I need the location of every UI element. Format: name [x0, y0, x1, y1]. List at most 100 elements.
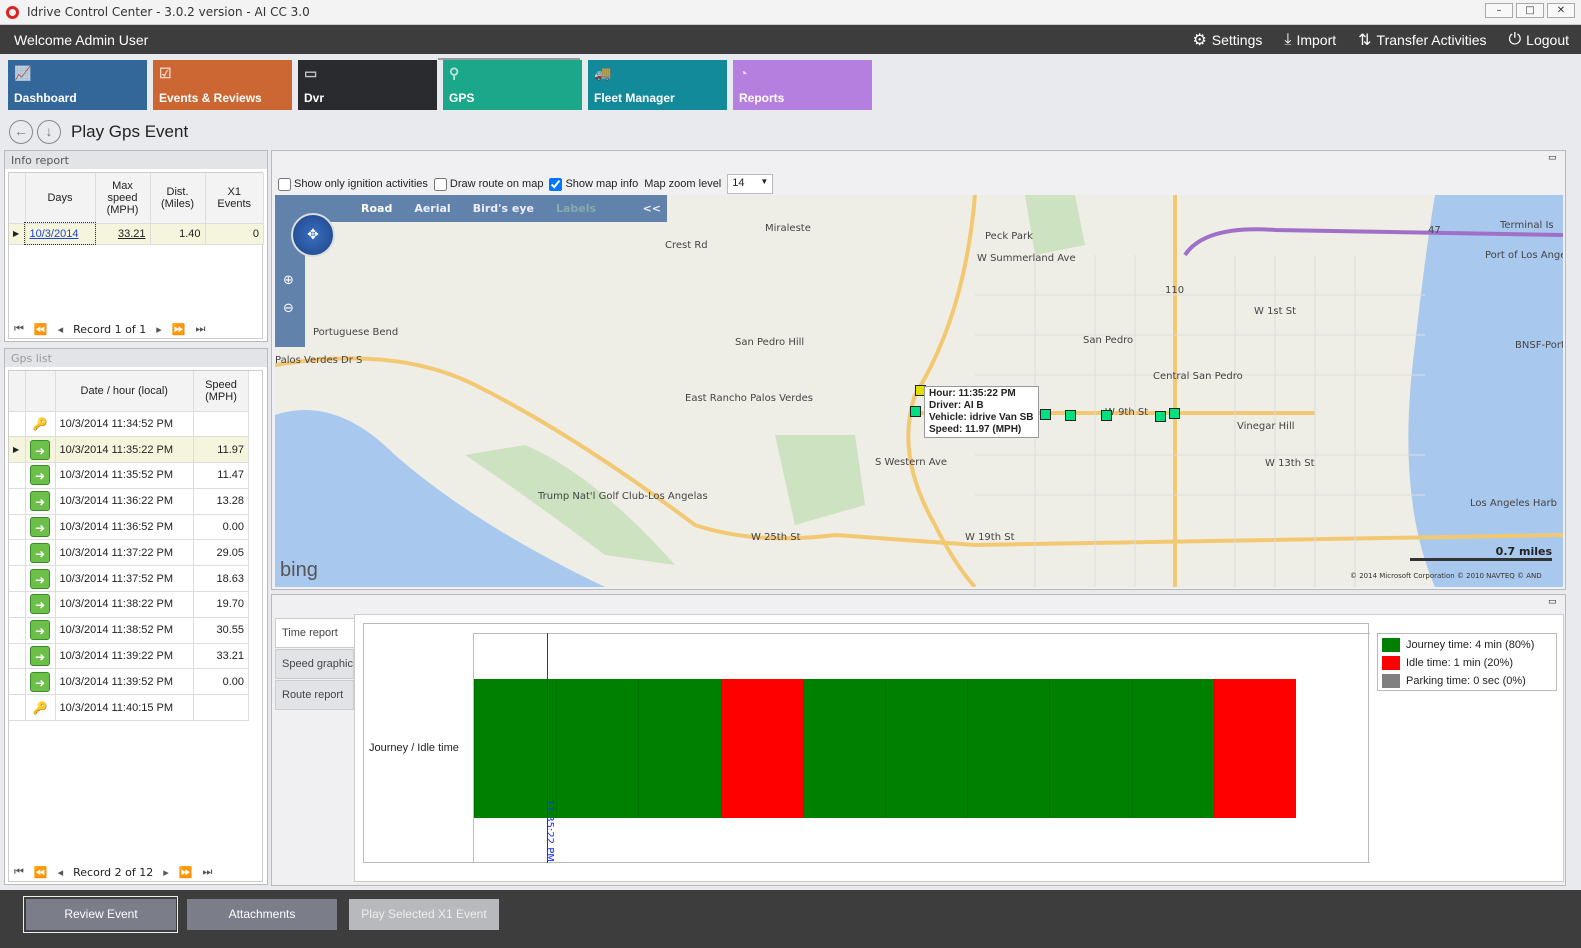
next-page-icon[interactable]: ⏩ — [178, 865, 193, 879]
next-icon[interactable]: ▸ — [156, 322, 162, 336]
table-row[interactable]: ➜ 10/3/2014 11:38:52 PM 30.55 — [9, 617, 249, 644]
gps-point-marker[interactable] — [1040, 409, 1051, 420]
col-days[interactable]: Days — [25, 173, 96, 224]
timeline-segment-journey[interactable] — [1131, 679, 1215, 818]
back-icon[interactable]: ← — [9, 120, 33, 144]
palos-verdes-road — [275, 356, 1563, 548]
gps-point-marker[interactable] — [1169, 408, 1180, 419]
tile-fleet-manager[interactable]: 🚚 Fleet Manager — [588, 60, 727, 110]
time-marker-line[interactable] — [547, 633, 548, 863]
timeline-segment-journey[interactable] — [967, 679, 1050, 818]
gps-point-icon: ➜ — [30, 542, 50, 563]
tile-dvr[interactable]: ▭ Dvr — [298, 60, 437, 110]
menu-label: Import — [1296, 31, 1337, 48]
tab-time-report[interactable]: Time report — [275, 618, 354, 648]
settings-menu[interactable]: ⚙ Settings — [1192, 30, 1262, 50]
col-max-speed[interactable]: Max speed (MPH) — [95, 173, 151, 224]
col-date-hour[interactable]: Date / hour (local) — [55, 371, 194, 412]
tile-icon: ◔ — [739, 65, 748, 81]
timeline-segment-journey[interactable] — [474, 679, 557, 818]
gps-point-marker[interactable] — [1101, 410, 1112, 421]
map-view[interactable]: Road Aerial Bird's eye Labels << ✥ ⊕ ⊖ Miral… — [275, 195, 1563, 587]
import-menu[interactable]: ⤓ Import — [1284, 31, 1336, 49]
pan-control-icon[interactable]: ✥ — [291, 213, 335, 257]
prev-icon[interactable]: ◂ — [57, 865, 64, 879]
legend-swatch — [1382, 656, 1400, 670]
table-row[interactable]: ▶ ➜ 10/3/2014 11:35:22 PM 11.97 — [9, 436, 249, 464]
table-row[interactable]: ➜ 10/3/2014 11:39:22 PM 33.21 — [9, 643, 249, 670]
gps-point-icon: ➜ — [30, 465, 50, 486]
close-button[interactable]: ✕ — [1547, 3, 1575, 18]
timeline-segment-journey[interactable] — [885, 679, 968, 818]
col-dist[interactable]: Dist. (Miles) — [150, 173, 206, 224]
timeline-segment-idle[interactable] — [720, 679, 804, 818]
table-row[interactable]: ➜ 10/3/2014 11:38:22 PM 19.70 — [9, 591, 249, 618]
tile-label: Fleet Manager — [594, 91, 675, 105]
col-x1-events[interactable]: X1 Events — [205, 173, 264, 224]
first-icon[interactable]: ⏮ — [14, 865, 24, 878]
next-icon[interactable]: ▸ — [163, 865, 169, 879]
zoom-out-icon[interactable]: ⊖ — [283, 301, 294, 316]
first-icon[interactable]: ⏮ — [14, 322, 24, 335]
prev-icon[interactable]: ◂ — [57, 322, 64, 336]
table-row[interactable]: 🔑 10/3/2014 11:34:52 PM — [9, 411, 249, 438]
timeline-segment-journey[interactable] — [556, 679, 639, 818]
collapse-toolbar-button[interactable]: << — [642, 202, 661, 215]
logout-menu[interactable]: ⏻ Logout — [1509, 31, 1569, 49]
map-mode-road[interactable]: Road — [361, 202, 393, 215]
map-mode-labels[interactable]: Labels — [556, 202, 597, 215]
col-speed[interactable]: Speed (MPH) — [193, 371, 249, 412]
tile-dashboard[interactable]: 📈 Dashboard — [8, 60, 147, 110]
timeline-segment-journey[interactable] — [802, 679, 886, 818]
map-label: 110 — [1165, 285, 1185, 296]
table-row[interactable]: ➜ 10/3/2014 11:35:52 PM 11.47 — [9, 462, 249, 489]
map-label: San Pedro — [1083, 335, 1134, 346]
next-page-icon[interactable]: ⏩ — [171, 322, 186, 336]
zoom-in-icon[interactable]: ⊕ — [283, 273, 294, 288]
tile-gps[interactable]: ⚲ GPS — [443, 60, 582, 110]
map-mode-aerial[interactable]: Aerial — [414, 202, 451, 215]
prev-page-icon[interactable]: ⏪ — [33, 322, 48, 336]
info-report-panel: Info report Days Max speed (MPH) Dist. (Mi… — [4, 150, 268, 342]
map-mode-birds-eye[interactable]: Bird's eye — [472, 202, 534, 215]
review-event-button[interactable]: Review Event — [26, 899, 176, 930]
table-row[interactable]: ➜ 10/3/2014 11:36:22 PM 13.28 — [9, 488, 249, 515]
down-icon[interactable]: ↓ — [37, 120, 61, 144]
table-row[interactable]: ➜ 10/3/2014 11:39:52 PM 0.00 — [9, 668, 249, 696]
time-cell: 10/3/2014 11:35:22 PM — [55, 436, 194, 464]
gps-point-marker[interactable] — [1065, 410, 1076, 421]
timeline-segment-idle[interactable] — [1213, 679, 1297, 818]
gps-point-icon: ➜ — [30, 646, 50, 667]
last-icon[interactable]: ⏭ — [202, 865, 213, 878]
ignition-only-checkbox[interactable] — [278, 177, 291, 191]
attachments-button[interactable]: Attachments — [187, 899, 337, 930]
max-speed-cell[interactable]: 33.21 — [95, 223, 151, 245]
tab-route-report[interactable]: Route report — [275, 680, 354, 710]
table-row[interactable]: ➜ 10/3/2014 11:37:52 PM 18.63 — [9, 565, 249, 593]
day-link[interactable]: 10/3/2014 — [29, 227, 79, 240]
table-row[interactable]: ➜ 10/3/2014 11:36:52 PM 0.00 — [9, 514, 249, 541]
maximize-button[interactable]: □ — [1516, 3, 1544, 18]
timeline-segment-journey[interactable] — [1049, 679, 1133, 818]
table-row[interactable]: 🔑 10/3/2014 11:40:15 PM — [9, 694, 249, 722]
transfer-activities-menu[interactable]: ⇅ Transfer Activities — [1358, 30, 1486, 50]
show-map-info-checkbox[interactable] — [549, 177, 563, 191]
minimize-button[interactable]: – — [1485, 3, 1513, 18]
map-label: W 1st St — [1254, 306, 1297, 317]
table-row[interactable]: ▶ 10/3/2014 33.21 1.40 0 — [9, 222, 264, 245]
tile-events-reviews[interactable]: ☑ Events & Reviews — [153, 60, 292, 110]
table-row[interactable]: ➜ 10/3/2014 11:37:22 PM 29.05 — [9, 539, 249, 567]
tile-reports[interactable]: ◔ Reports — [733, 60, 872, 110]
maximize-panel-icon[interactable]: ▭ — [1548, 153, 1557, 163]
tile-label: Dvr — [304, 91, 325, 105]
maximize-panel-icon[interactable]: ▭ — [1548, 597, 1557, 607]
tab-speed-graphic[interactable]: Speed graphic — [275, 649, 354, 679]
prev-page-icon[interactable]: ⏪ — [33, 865, 48, 879]
play-selected-x1-event-button[interactable]: Play Selected X1 Event — [349, 899, 499, 930]
gps-point-marker[interactable] — [910, 406, 921, 417]
draw-route-checkbox[interactable] — [433, 177, 447, 191]
last-icon[interactable]: ⏭ — [195, 322, 206, 335]
timeline-segment-journey[interactable] — [638, 679, 722, 818]
gps-point-marker[interactable] — [1155, 411, 1166, 422]
zoom-level-select[interactable]: 14 ▼ — [727, 174, 774, 194]
